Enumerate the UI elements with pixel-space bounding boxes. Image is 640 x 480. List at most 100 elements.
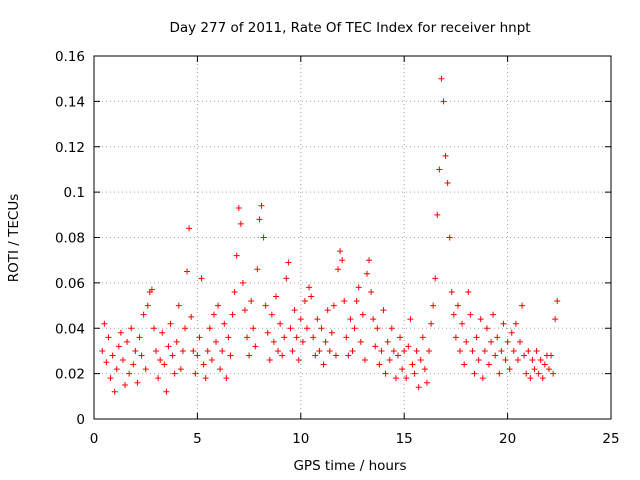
- data-point: [539, 375, 546, 382]
- data-point: [306, 284, 313, 291]
- data-point: [196, 334, 203, 341]
- data-point: [370, 316, 377, 323]
- data-point: [504, 338, 511, 345]
- data-point: [113, 366, 120, 373]
- data-point: [415, 384, 422, 391]
- data-point: [179, 347, 186, 354]
- data-point: [109, 352, 116, 359]
- data-point: [502, 357, 509, 364]
- y-tick-label: 0.04: [55, 321, 85, 337]
- data-point: [380, 307, 387, 314]
- plot-frame: [93, 55, 612, 420]
- data-point: [192, 370, 199, 377]
- data-point: [440, 98, 447, 105]
- data-point: [285, 259, 292, 266]
- data-point: [390, 347, 397, 354]
- data-point: [221, 320, 228, 327]
- y-tick-label: 0.02: [55, 367, 85, 383]
- data-point: [512, 320, 519, 327]
- data-point: [471, 370, 478, 377]
- data-point: [293, 334, 300, 341]
- data-point: [527, 375, 534, 382]
- data-point: [442, 152, 449, 159]
- data-point: [394, 352, 401, 359]
- x-tick-label: 10: [292, 431, 309, 447]
- data-point: [448, 288, 455, 295]
- data-point: [262, 302, 269, 309]
- y-tick-label: 0.12: [55, 140, 85, 156]
- data-point: [411, 370, 418, 377]
- data-point: [382, 370, 389, 377]
- data-point: [535, 370, 542, 377]
- data-point: [454, 302, 461, 309]
- data-point: [481, 347, 488, 354]
- data-point: [531, 366, 538, 373]
- data-point: [494, 334, 501, 341]
- data-point: [473, 334, 480, 341]
- data-point: [171, 370, 178, 377]
- data-point: [283, 275, 290, 282]
- data-point: [248, 298, 255, 305]
- data-point: [498, 347, 505, 354]
- data-point: [359, 311, 366, 318]
- data-point: [353, 298, 360, 305]
- data-point: [357, 338, 364, 345]
- data-point: [148, 286, 155, 293]
- data-point: [107, 375, 114, 382]
- data-point: [514, 357, 521, 364]
- data-point: [252, 343, 259, 350]
- data-point: [161, 361, 168, 368]
- data-point: [142, 366, 149, 373]
- data-point: [204, 347, 211, 354]
- data-point: [279, 352, 286, 359]
- data-point: [374, 325, 381, 332]
- data-point: [304, 325, 311, 332]
- data-point: [153, 347, 160, 354]
- axis-ticks: 0 5 10 15 20 25 0 0.02 0.04 0.06 0.08 0.1 0.12 0.14 0.…: [55, 49, 620, 447]
- data-point: [519, 302, 526, 309]
- data-point: [328, 329, 335, 336]
- data-point: [496, 370, 503, 377]
- data-point: [256, 216, 263, 223]
- data-point: [181, 325, 188, 332]
- data-point: [295, 357, 302, 364]
- data-point: [541, 361, 548, 368]
- data-point: [461, 361, 468, 368]
- data-point: [405, 343, 412, 350]
- data-point: [136, 334, 143, 341]
- x-tick-label: 20: [499, 431, 516, 447]
- data-point: [126, 370, 133, 377]
- data-point: [213, 338, 220, 345]
- data-point: [268, 311, 275, 318]
- data-point: [347, 316, 354, 323]
- data-point: [351, 325, 358, 332]
- data-point: [426, 347, 433, 354]
- data-point: [343, 334, 350, 341]
- data-point: [140, 311, 147, 318]
- data-point: [363, 270, 370, 277]
- data-point: [521, 352, 528, 359]
- data-point: [246, 352, 253, 359]
- data-point: [403, 375, 410, 382]
- data-point: [150, 325, 157, 332]
- data-point: [376, 361, 383, 368]
- data-point: [159, 329, 166, 336]
- data-point: [169, 352, 176, 359]
- data-point: [144, 302, 151, 309]
- data-point: [386, 357, 393, 364]
- data-point: [361, 357, 368, 364]
- data-point: [215, 302, 222, 309]
- data-point: [275, 347, 282, 354]
- data-point: [219, 347, 226, 354]
- data-point: [397, 334, 404, 341]
- data-point: [105, 334, 112, 341]
- data-point: [378, 347, 385, 354]
- data-point: [419, 334, 426, 341]
- data-point: [210, 311, 217, 318]
- data-point: [314, 316, 321, 323]
- data-point: [459, 320, 466, 327]
- data-point: [366, 257, 373, 264]
- data-point: [409, 361, 416, 368]
- data-point: [339, 257, 346, 264]
